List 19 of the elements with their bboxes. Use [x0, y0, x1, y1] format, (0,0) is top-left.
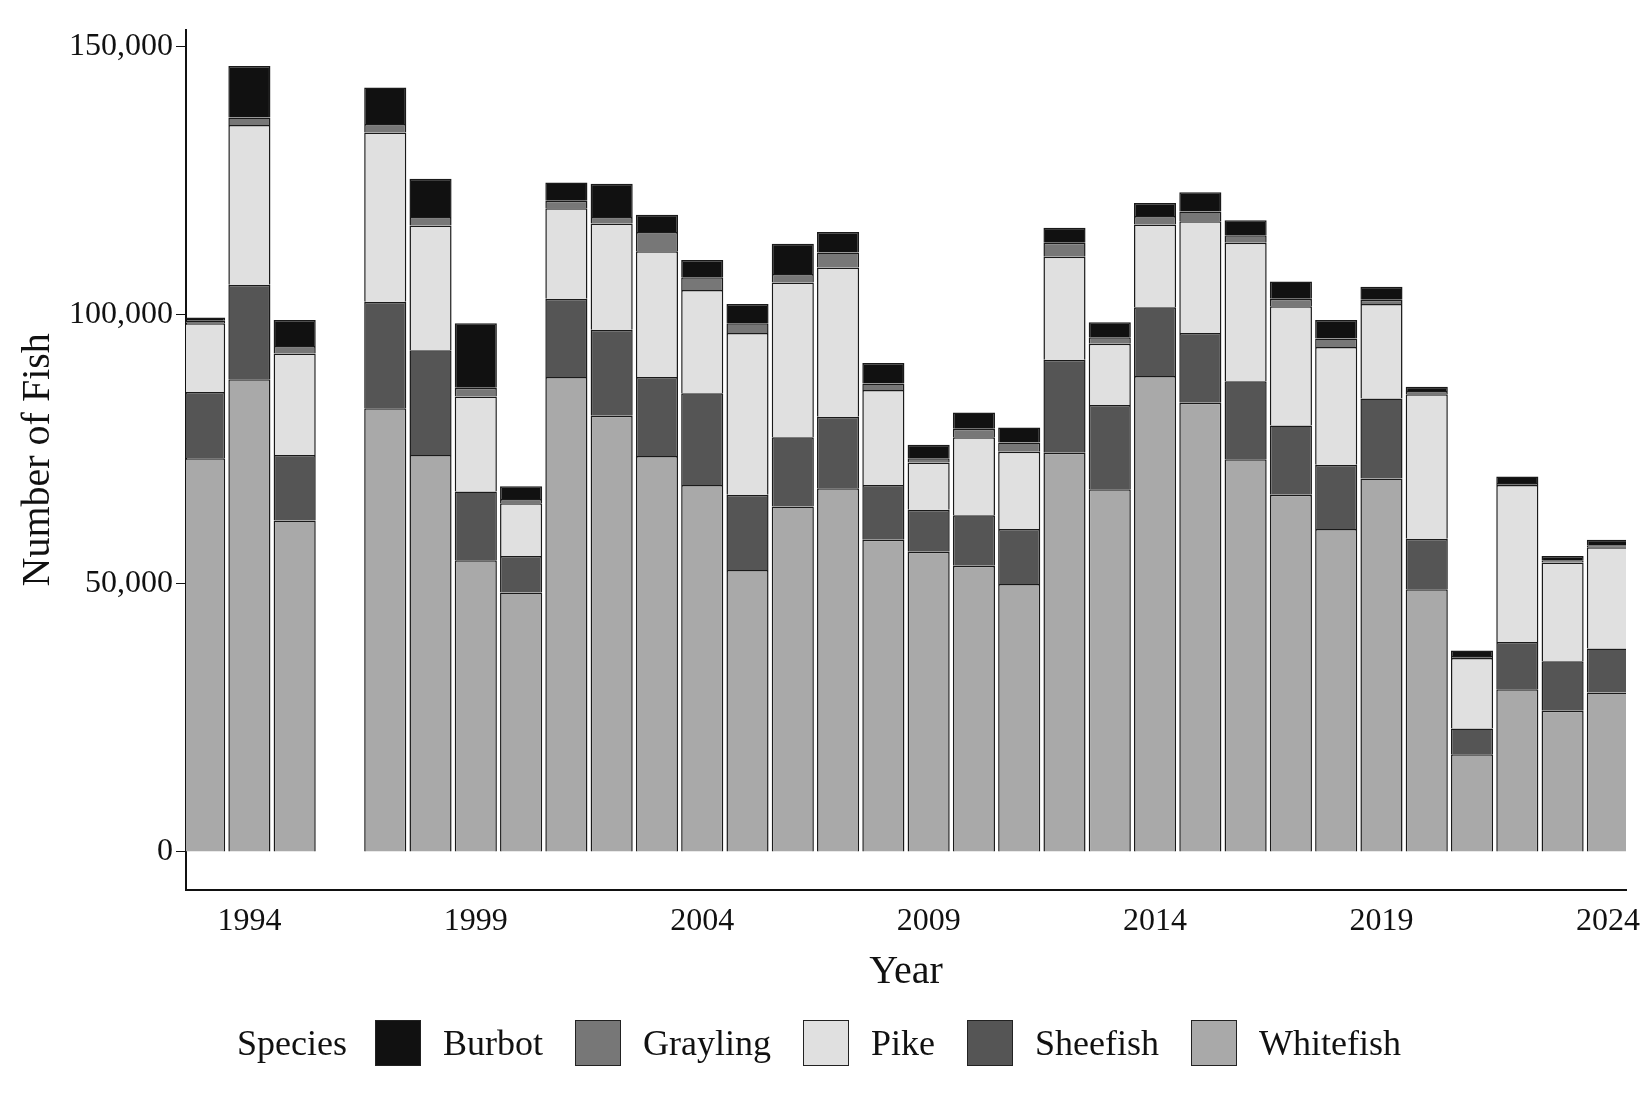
legend-label: Sheefish [1035, 1022, 1159, 1064]
y-tick-label: 150,000 [69, 25, 173, 62]
x-tick-label: 2009 [896, 901, 961, 938]
y-tick-label: 0 [157, 831, 173, 868]
legend-label: Grayling [643, 1022, 771, 1064]
x-tick-label: 1999 [443, 901, 508, 938]
y-tick-label: 50,000 [85, 562, 173, 599]
x-tick-label: 2019 [1349, 901, 1414, 938]
legend-label: Whitefish [1258, 1022, 1401, 1064]
legend-label: Burbot [443, 1022, 544, 1064]
y-axis-title: Number of Fish [12, 333, 58, 587]
x-tick-label: 2004 [670, 901, 735, 938]
x-axis-title: Year [869, 946, 943, 992]
legend-title: Species [237, 1022, 347, 1064]
x-tick-label: 1994 [217, 901, 282, 938]
x-tick-label: 2014 [1123, 901, 1188, 938]
y-tick-label: 100,000 [69, 294, 173, 331]
x-tick-label: 2024 [1575, 901, 1640, 938]
legend-label: Pike [870, 1022, 935, 1064]
